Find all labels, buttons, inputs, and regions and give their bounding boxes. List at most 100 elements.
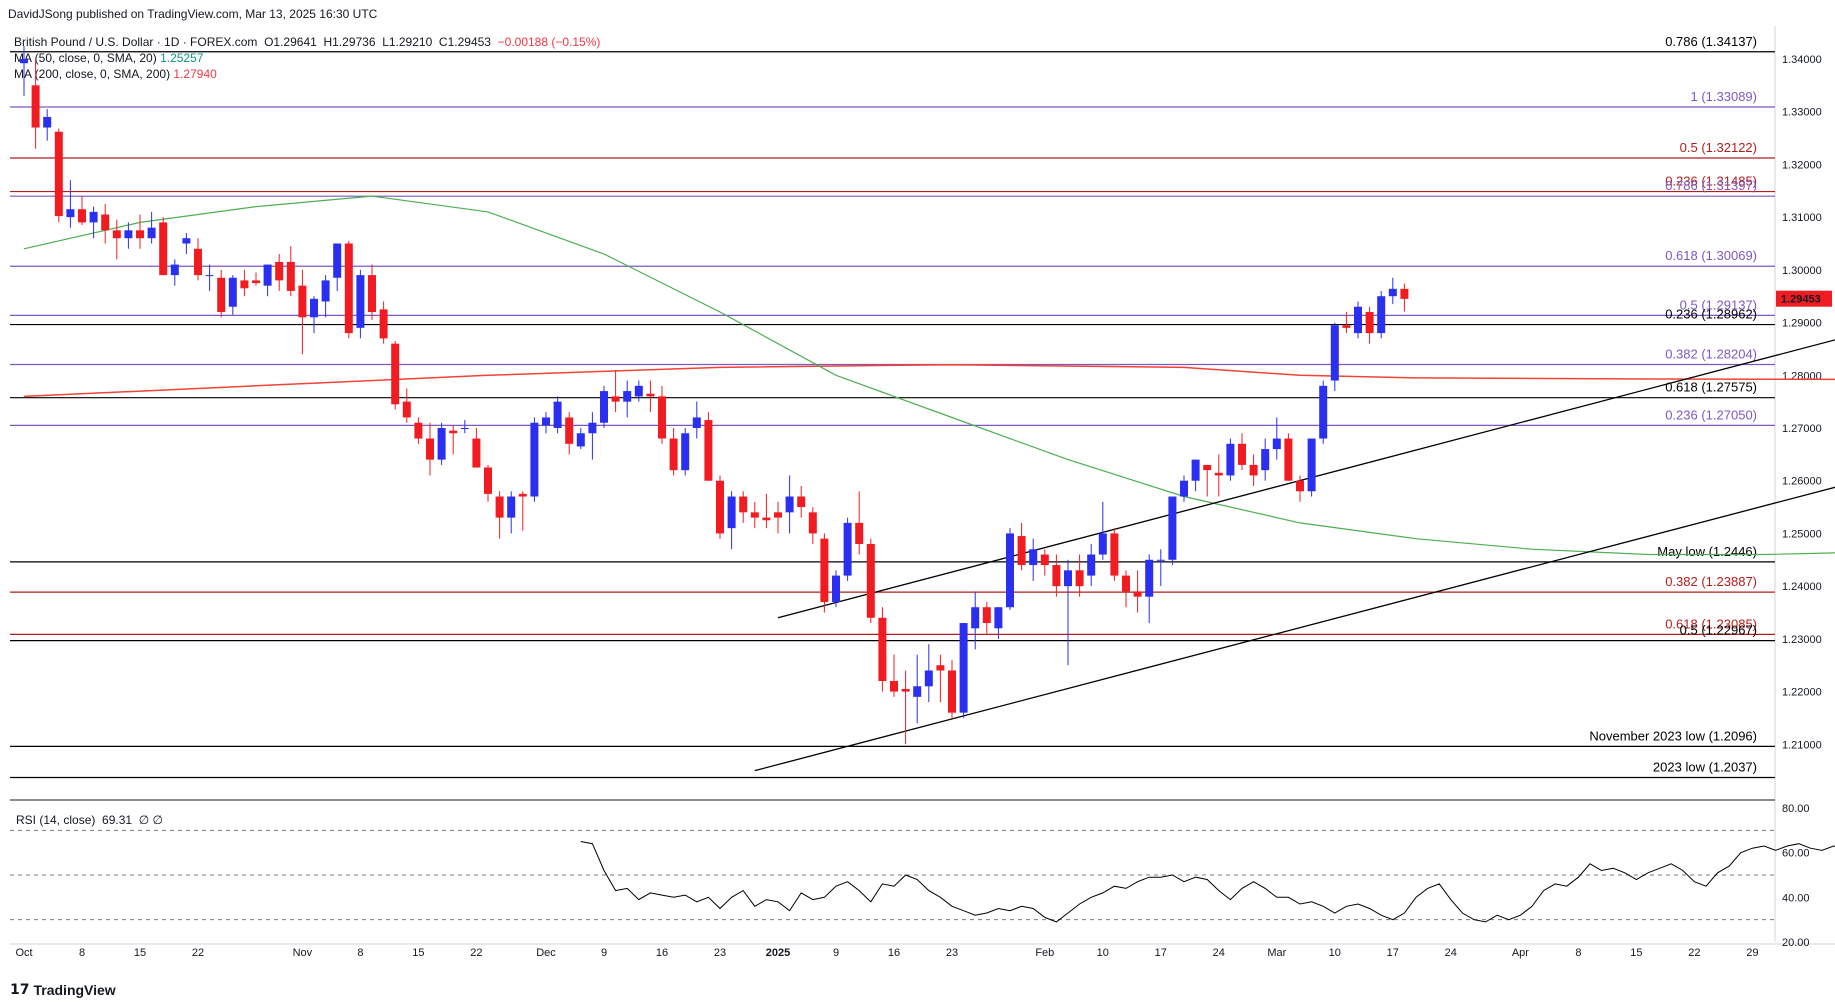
candle-body[interactable] (855, 522, 864, 544)
candle-body[interactable] (391, 343, 400, 405)
candle-body[interactable] (1156, 559, 1165, 561)
candle-body[interactable] (1307, 438, 1316, 492)
candle-body[interactable] (147, 227, 156, 239)
candle-body[interactable] (611, 396, 620, 402)
candle-body[interactable] (901, 688, 910, 692)
candle-body[interactable] (321, 280, 330, 302)
candle-body[interactable] (588, 422, 597, 434)
candle-body[interactable] (878, 617, 887, 682)
candle-body[interactable] (31, 85, 40, 128)
candle-body[interactable] (112, 230, 121, 239)
candle-body[interactable] (1400, 288, 1409, 299)
candle-body[interactable] (43, 116, 52, 128)
ma200-line[interactable] (23, 363, 1835, 398)
candle-body[interactable] (1006, 533, 1014, 608)
candle-body[interactable] (507, 496, 516, 518)
candle-body[interactable] (460, 427, 469, 429)
candle-body[interactable] (948, 670, 956, 713)
candle-body[interactable] (356, 275, 365, 328)
candle-body[interactable] (1284, 438, 1293, 481)
candle-body[interactable] (484, 467, 492, 494)
candle-body[interactable] (1342, 325, 1351, 328)
candle-body[interactable] (576, 433, 585, 447)
candle-body[interactable] (1272, 438, 1281, 450)
tradingview-logo[interactable]: 𝟭𝟳 TradingView (10, 982, 116, 998)
candle-body[interactable] (646, 393, 655, 397)
candle-body[interactable] (310, 298, 318, 318)
candle-body[interactable] (402, 401, 411, 418)
candle-body[interactable] (681, 433, 690, 471)
candle-body[interactable] (797, 496, 806, 508)
candle-body[interactable] (774, 512, 782, 518)
candle-body[interactable] (959, 623, 968, 713)
candle-body[interactable] (913, 686, 922, 697)
candle-body[interactable] (658, 396, 666, 439)
candle-body[interactable] (704, 420, 713, 481)
candle-body[interactable] (832, 575, 840, 602)
candle-body[interactable] (78, 209, 86, 223)
candle-body[interactable] (1249, 464, 1258, 476)
candle-body[interactable] (600, 391, 608, 423)
candle-body[interactable] (716, 480, 724, 534)
candle-body[interactable] (379, 309, 388, 339)
candle-body[interactable] (1226, 443, 1235, 476)
ma50-row[interactable]: MA (50, close, 0, SMA, 20) 1.25257 (14, 50, 600, 66)
candle-body[interactable] (924, 670, 933, 687)
candle-body[interactable] (565, 417, 574, 444)
candle-body[interactable] (542, 417, 550, 426)
candle-body[interactable] (1133, 591, 1142, 597)
candle-body[interactable] (762, 517, 771, 521)
candle-body[interactable] (1168, 496, 1177, 560)
candle-body[interactable] (1180, 480, 1188, 497)
candle-body[interactable] (1098, 533, 1107, 555)
candle-body[interactable] (426, 438, 434, 460)
candle-body[interactable] (1145, 559, 1154, 597)
rsi-line[interactable] (580, 828, 1835, 923)
candle-body[interactable] (1214, 472, 1223, 476)
candle-body[interactable] (1052, 565, 1061, 587)
candle-body[interactable] (54, 131, 63, 217)
candle-body[interactable] (1377, 296, 1386, 334)
candle-body[interactable] (820, 538, 829, 602)
candle-body[interactable] (333, 243, 342, 278)
candle-body[interactable] (217, 277, 226, 313)
candle-body[interactable] (1075, 570, 1084, 587)
candle-body[interactable] (634, 385, 643, 397)
candle-body[interactable] (866, 543, 875, 618)
candle-body[interactable] (472, 438, 481, 468)
candle-body[interactable] (669, 438, 678, 471)
candle-body[interactable] (205, 275, 214, 277)
candle-body[interactable] (437, 427, 446, 460)
candle-body[interactable] (368, 275, 376, 313)
candle-body[interactable] (286, 261, 295, 291)
candle-body[interactable] (194, 248, 202, 276)
candle-body[interactable] (692, 417, 701, 428)
candle-body[interactable] (240, 280, 249, 289)
candle-body[interactable] (553, 401, 562, 428)
candle-body[interactable] (1029, 549, 1038, 566)
candle-body[interactable] (170, 264, 179, 276)
candle-body[interactable] (808, 512, 817, 534)
candle-body[interactable] (843, 522, 852, 576)
candle-body[interactable] (1319, 385, 1328, 439)
candle-body[interactable] (101, 214, 110, 231)
candle-body[interactable] (66, 209, 75, 218)
candle-body[interactable] (344, 243, 353, 334)
candle-body[interactable] (20, 58, 28, 64)
candle-body[interactable] (1261, 449, 1270, 471)
candle-body[interactable] (1238, 443, 1246, 465)
candle-body[interactable] (982, 607, 991, 624)
candle-body[interactable] (890, 681, 898, 692)
candle-body[interactable] (1388, 288, 1397, 297)
candle-body[interactable] (1191, 459, 1200, 481)
ma50-line[interactable] (23, 195, 1835, 556)
candle-body[interactable] (449, 430, 458, 434)
candle-body[interactable] (1122, 575, 1130, 592)
candle-body[interactable] (263, 264, 272, 286)
candle-body[interactable] (275, 261, 284, 281)
candle-body[interactable] (298, 285, 307, 318)
rsi-legend[interactable]: RSI (14, close) 69.31 ∅ ∅ (16, 813, 163, 827)
candle-body[interactable] (414, 422, 423, 439)
candle-body[interactable] (936, 665, 945, 671)
